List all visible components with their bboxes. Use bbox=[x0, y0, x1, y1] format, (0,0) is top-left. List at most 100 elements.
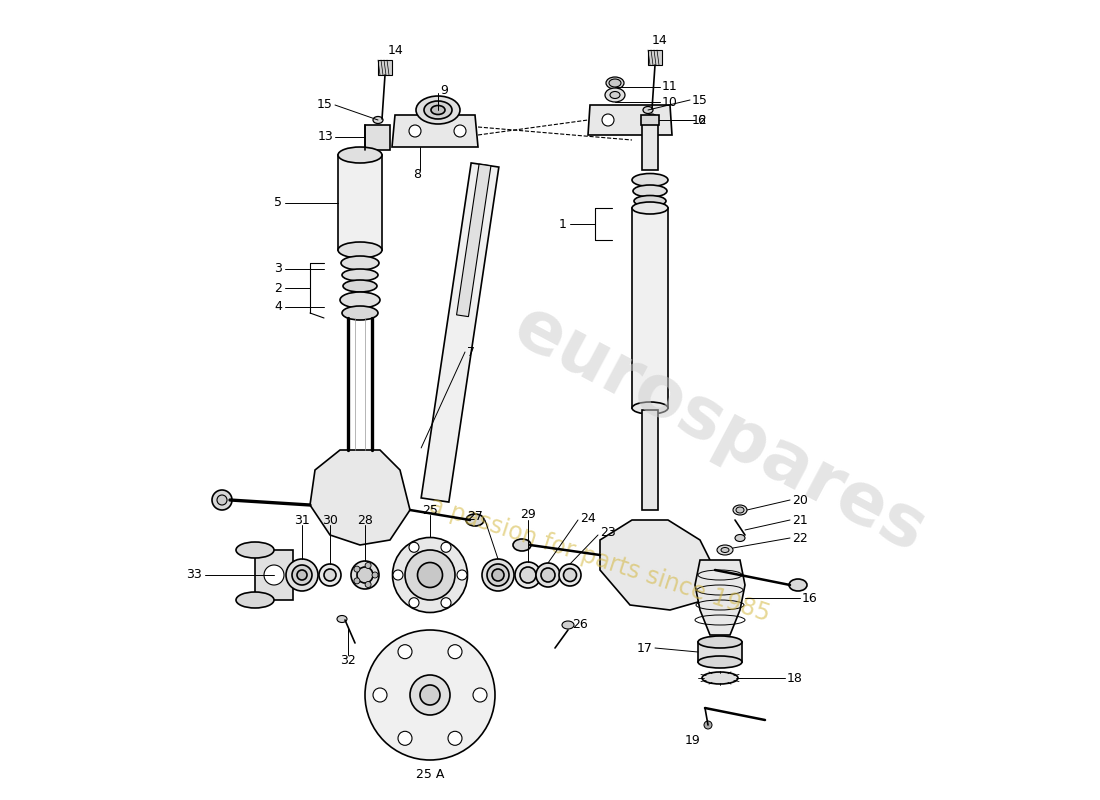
Polygon shape bbox=[600, 520, 715, 610]
Circle shape bbox=[441, 598, 451, 608]
Text: 24: 24 bbox=[580, 511, 596, 525]
Text: 5: 5 bbox=[274, 197, 282, 210]
Text: 29: 29 bbox=[520, 509, 536, 522]
Circle shape bbox=[264, 565, 284, 585]
Circle shape bbox=[441, 542, 451, 552]
Ellipse shape bbox=[610, 91, 620, 98]
Text: 11: 11 bbox=[662, 81, 678, 94]
Ellipse shape bbox=[492, 569, 504, 581]
Circle shape bbox=[354, 566, 360, 572]
Text: 31: 31 bbox=[294, 514, 310, 526]
Text: 9: 9 bbox=[440, 85, 448, 98]
Ellipse shape bbox=[341, 256, 380, 270]
Ellipse shape bbox=[340, 292, 379, 308]
Text: 12: 12 bbox=[692, 114, 707, 126]
Bar bbox=[338, 155, 382, 250]
Circle shape bbox=[212, 490, 232, 510]
Ellipse shape bbox=[609, 79, 622, 87]
Text: a passion for parts since 1985: a passion for parts since 1985 bbox=[427, 494, 773, 626]
Text: 21: 21 bbox=[792, 514, 807, 526]
Text: 18: 18 bbox=[786, 671, 803, 685]
Ellipse shape bbox=[702, 672, 738, 684]
Ellipse shape bbox=[482, 559, 514, 591]
Bar bbox=[698, 642, 742, 662]
Ellipse shape bbox=[424, 101, 452, 119]
Text: 16: 16 bbox=[802, 591, 817, 605]
Text: 32: 32 bbox=[340, 654, 356, 666]
Ellipse shape bbox=[338, 147, 382, 163]
Bar bbox=[642, 410, 658, 510]
Text: 15: 15 bbox=[692, 94, 708, 106]
Bar bbox=[641, 115, 659, 125]
Text: 17: 17 bbox=[637, 642, 653, 654]
Ellipse shape bbox=[351, 561, 380, 589]
Ellipse shape bbox=[319, 564, 341, 586]
Polygon shape bbox=[392, 115, 478, 147]
Ellipse shape bbox=[562, 621, 574, 629]
Ellipse shape bbox=[541, 568, 556, 582]
Ellipse shape bbox=[393, 538, 468, 613]
Ellipse shape bbox=[324, 569, 336, 581]
Ellipse shape bbox=[634, 195, 665, 206]
Text: 33: 33 bbox=[186, 569, 202, 582]
Text: 10: 10 bbox=[662, 95, 678, 109]
Ellipse shape bbox=[632, 202, 668, 214]
Text: 1: 1 bbox=[559, 218, 566, 230]
Ellipse shape bbox=[337, 615, 346, 622]
Text: 25 A: 25 A bbox=[416, 769, 444, 782]
Text: 30: 30 bbox=[322, 514, 338, 526]
Polygon shape bbox=[310, 450, 410, 545]
Polygon shape bbox=[588, 105, 672, 135]
Circle shape bbox=[454, 125, 466, 137]
Ellipse shape bbox=[358, 567, 373, 583]
Ellipse shape bbox=[698, 636, 742, 648]
Ellipse shape bbox=[698, 656, 742, 668]
Text: 14: 14 bbox=[388, 43, 404, 57]
Text: 8: 8 bbox=[412, 169, 421, 182]
Circle shape bbox=[217, 495, 227, 505]
Circle shape bbox=[646, 114, 658, 126]
Polygon shape bbox=[456, 164, 491, 317]
Ellipse shape bbox=[605, 88, 625, 102]
Bar bbox=[255, 550, 293, 600]
Circle shape bbox=[365, 582, 371, 587]
Text: 22: 22 bbox=[792, 531, 807, 545]
Bar bbox=[632, 208, 668, 408]
Ellipse shape bbox=[720, 547, 729, 553]
Circle shape bbox=[602, 114, 614, 126]
Ellipse shape bbox=[297, 570, 307, 580]
Text: 28: 28 bbox=[358, 514, 373, 526]
Ellipse shape bbox=[735, 534, 745, 542]
Ellipse shape bbox=[286, 559, 318, 591]
Text: 19: 19 bbox=[684, 734, 700, 746]
Bar bbox=[648, 50, 662, 65]
Ellipse shape bbox=[559, 564, 581, 586]
Ellipse shape bbox=[632, 402, 668, 414]
Ellipse shape bbox=[292, 565, 312, 585]
Ellipse shape bbox=[373, 117, 383, 123]
Ellipse shape bbox=[236, 542, 274, 558]
Ellipse shape bbox=[487, 564, 509, 586]
Circle shape bbox=[409, 125, 421, 137]
Circle shape bbox=[372, 572, 378, 578]
Ellipse shape bbox=[410, 675, 450, 715]
Ellipse shape bbox=[789, 579, 807, 591]
Ellipse shape bbox=[342, 306, 378, 320]
Circle shape bbox=[354, 578, 360, 584]
Text: 26: 26 bbox=[572, 618, 587, 631]
Text: 14: 14 bbox=[652, 34, 668, 46]
Ellipse shape bbox=[418, 562, 442, 587]
Text: 27: 27 bbox=[468, 510, 483, 523]
Circle shape bbox=[409, 598, 419, 608]
Circle shape bbox=[393, 570, 403, 580]
Bar bbox=[378, 60, 392, 75]
Text: 15: 15 bbox=[317, 98, 333, 111]
Text: 23: 23 bbox=[600, 526, 616, 539]
Ellipse shape bbox=[431, 106, 446, 114]
Ellipse shape bbox=[733, 505, 747, 515]
Ellipse shape bbox=[405, 550, 455, 600]
Text: 2: 2 bbox=[274, 282, 282, 294]
Circle shape bbox=[448, 645, 462, 658]
Circle shape bbox=[456, 570, 468, 580]
Circle shape bbox=[704, 721, 712, 729]
